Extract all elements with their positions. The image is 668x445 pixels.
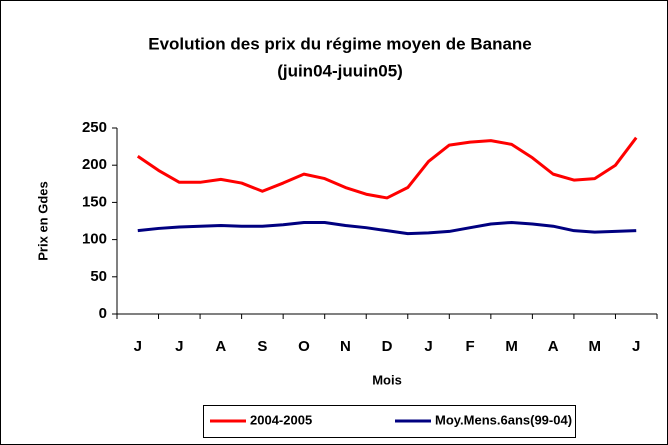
line-series: [136, 136, 638, 200]
y-axis-title: Prix en Gdes: [35, 181, 50, 260]
line-series: [137, 220, 637, 236]
x-tick-label: J: [175, 338, 183, 355]
x-tick-label: M: [505, 338, 518, 355]
y-tick-label: 250: [82, 119, 107, 136]
x-tick-label: A: [215, 338, 226, 355]
x-tick-label: F: [465, 338, 474, 355]
y-tick-label: 150: [82, 193, 107, 210]
x-tick-label: N: [340, 338, 351, 355]
x-axis-title: Mois: [372, 372, 402, 387]
x-tick-label: J: [134, 338, 142, 355]
y-tick-label: 0: [99, 305, 107, 322]
legend-label: 2004-2005: [250, 412, 312, 427]
x-tick-label: O: [298, 338, 310, 355]
x-tick-label: J: [632, 338, 640, 355]
y-tick-label: 50: [90, 268, 107, 285]
chart-title: Evolution des prix du régime moyen de Ba…: [148, 34, 532, 53]
chart-subtitle: (juin04-juuin05): [277, 61, 403, 80]
x-tick-label: D: [382, 338, 393, 355]
x-tick-label: J: [424, 338, 432, 355]
legend-box: [203, 405, 576, 438]
x-tick-label: S: [257, 338, 267, 355]
x-tick-label: M: [588, 338, 601, 355]
y-tick-label: 100: [82, 231, 107, 248]
x-tick-label: A: [548, 338, 559, 355]
legend-label: Moy.Mens.6ans(99-04): [435, 412, 572, 427]
y-tick-label: 200: [82, 156, 107, 173]
